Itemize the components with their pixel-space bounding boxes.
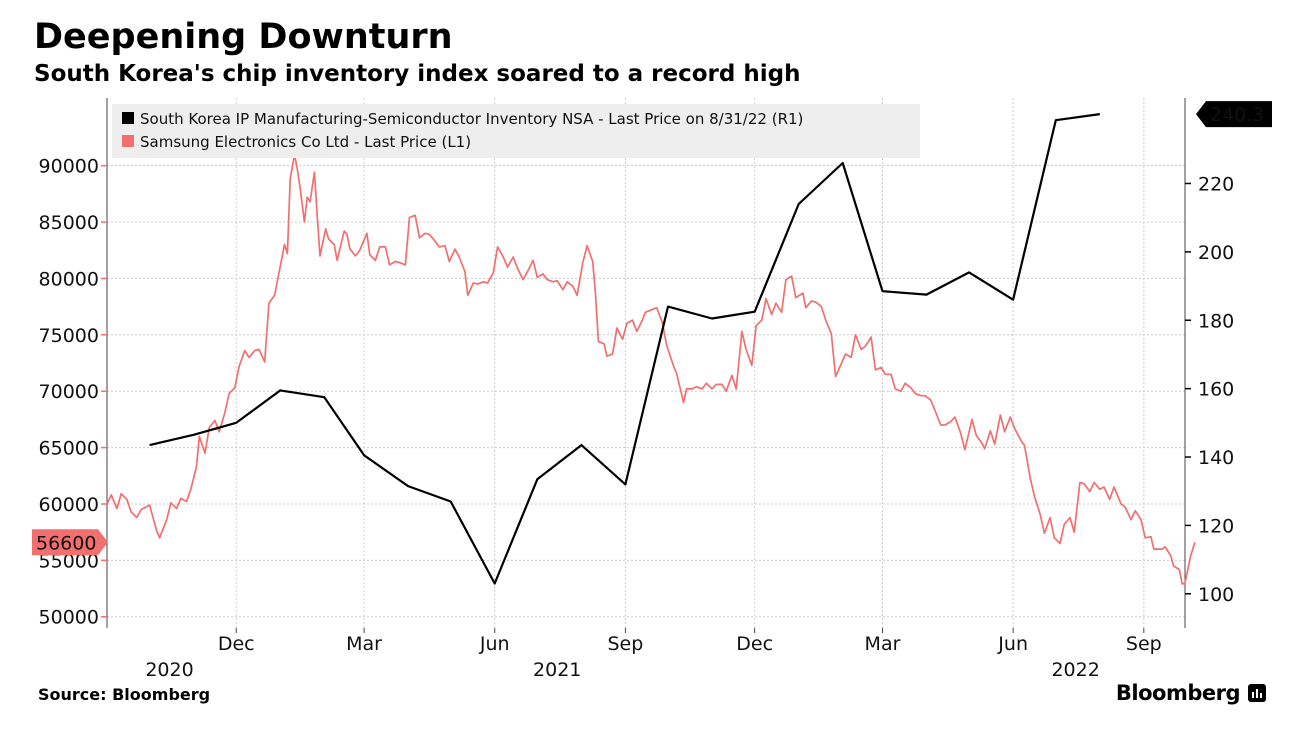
inventory-index-line — [149, 113, 1100, 585]
chart-title: Deepening Downturn — [34, 17, 453, 57]
samsung-last-value-label: 56600 — [36, 532, 96, 554]
brand-name: Bloomberg — [1115, 681, 1241, 705]
left-tick-label: 75000 — [39, 325, 99, 347]
series-layer — [106, 113, 1196, 585]
right-tick-label: 220 — [1198, 173, 1234, 195]
x-tick-label: Jun — [479, 633, 510, 655]
inventory-last-value-badge — [1196, 101, 1272, 128]
legend-label-samsung: Samsung Electronics Co Ltd - Last Price … — [140, 133, 471, 151]
left-tick-label: 70000 — [39, 381, 99, 403]
last-value-labels: 56600 240.3 — [32, 101, 1272, 556]
left-tick-label: 90000 — [39, 156, 99, 178]
right-tick-label: 140 — [1198, 447, 1234, 469]
right-tick-label: 180 — [1198, 310, 1234, 332]
x-year-label: 2022 — [1051, 659, 1099, 681]
samsung-last-value-badge — [32, 529, 108, 556]
x-tick-label: Sep — [607, 633, 643, 655]
left-tick-label: 55000 — [39, 550, 99, 572]
left-tick-label: 60000 — [39, 494, 99, 516]
x-tick-label: Dec — [736, 633, 773, 655]
source-note: Source: Bloomberg — [38, 685, 211, 704]
inventory-last-value-label: 240.3 — [1210, 104, 1264, 126]
chart-subtitle: South Korea's chip inventory index soare… — [34, 61, 801, 87]
x-tick-label: Dec — [218, 633, 255, 655]
bloomberg-terminal-icon — [1248, 684, 1266, 702]
left-tick-label: 80000 — [39, 268, 99, 290]
right-tick-label: 100 — [1198, 584, 1234, 606]
x-tick-label: Mar — [346, 633, 382, 655]
x-tick-label: Jun — [997, 633, 1028, 655]
legend-swatch-samsung — [122, 135, 134, 147]
x-tick-label: Sep — [1126, 633, 1162, 655]
x-year-label: 2021 — [533, 659, 581, 681]
right-tick-label: 160 — [1198, 379, 1234, 401]
x-year-label: 2020 — [145, 659, 193, 681]
right-tick-label: 120 — [1198, 515, 1234, 537]
legend: South Korea IP Manufacturing-Semiconduct… — [112, 104, 920, 158]
axes: 50000 55000 60000 65000 70000 75000 80000 85000… — [39, 98, 1234, 681]
x-tick-label: Mar — [865, 633, 901, 655]
legend-label-inventory: South Korea IP Manufacturing-Semiconduct… — [140, 110, 803, 128]
legend-swatch-inventory — [122, 112, 134, 124]
right-tick-label: 200 — [1198, 242, 1234, 264]
left-tick-label: 85000 — [39, 212, 99, 234]
legend-box — [112, 104, 920, 158]
left-tick-label: 50000 — [39, 607, 99, 629]
left-tick-label: 65000 — [39, 438, 99, 460]
brand-logo: Bloomberg — [1116, 679, 1266, 707]
grid-lines — [107, 98, 1185, 628]
